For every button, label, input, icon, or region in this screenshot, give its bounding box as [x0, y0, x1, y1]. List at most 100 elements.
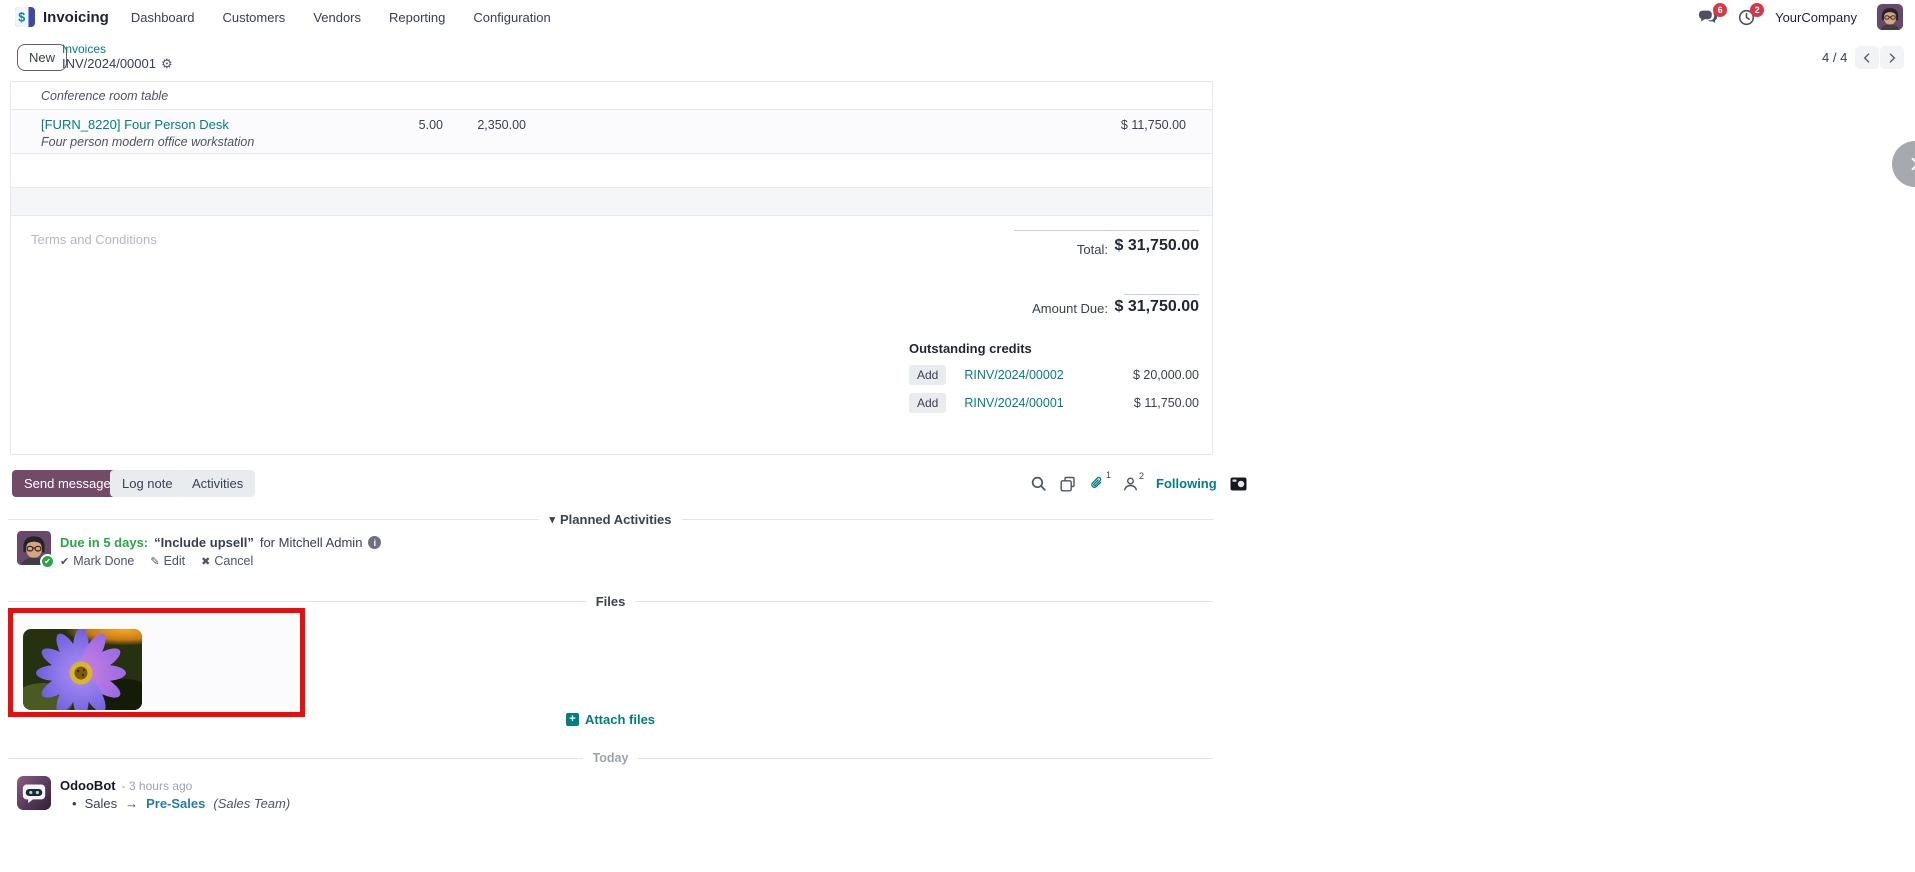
following-toggle[interactable]: Following	[1156, 476, 1217, 491]
quantity-cell[interactable]: 5.00	[418, 118, 443, 132]
divider-line	[8, 519, 540, 520]
today-label: Today	[592, 751, 629, 765]
attachment-image-thumbnail[interactable]	[23, 629, 142, 710]
odoobot-avatar-image	[17, 776, 51, 810]
menu-configuration[interactable]: Configuration	[473, 9, 551, 25]
activity-assignee: for Mitchell Admin	[259, 535, 363, 550]
invoice-line-row[interactable]: [FURN_8220] Four Person Desk Four person…	[11, 110, 1212, 154]
tracking-old-value: Sales	[84, 796, 118, 811]
paperclip-icon	[1091, 476, 1102, 488]
activity-actions: ✔ Mark Done ✎ Edit ✖ Cancel	[60, 554, 253, 568]
arrow-right-icon: →	[125, 796, 139, 811]
planned-activities-header[interactable]: ▾ Planned Activities	[549, 512, 671, 527]
messages-badge: 6	[1713, 3, 1728, 17]
total-value: $ 31,750.00	[1114, 237, 1199, 254]
message-timestamp: - 3 hours ago	[121, 779, 193, 793]
chevron-down-icon[interactable]: ▾	[549, 514, 556, 526]
user-avatar-image	[1877, 4, 1903, 30]
chevron-right-icon	[1889, 52, 1896, 63]
pager-next-button[interactable]	[1880, 46, 1904, 69]
mark-done-button[interactable]: ✔ Mark Done	[60, 554, 134, 568]
divider-line	[8, 757, 583, 759]
divider-line	[8, 601, 586, 602]
x-icon: ✖	[201, 555, 211, 568]
search-messages-button[interactable]	[1030, 475, 1047, 492]
edit-activity-button[interactable]: ✎ Edit	[150, 554, 185, 568]
side-panel-toggle-button[interactable]	[1892, 141, 1915, 187]
person-icon	[1124, 477, 1137, 491]
menu-vendors[interactable]: Vendors	[313, 9, 362, 25]
activities-systray-button[interactable]: 2	[1738, 2, 1765, 26]
attach-files-label: Attach files	[584, 712, 656, 727]
chatter-toolbar: 1 2 Following	[1030, 470, 1247, 497]
credit-note-link[interactable]: RINV/2024/00002	[964, 368, 1064, 382]
follower-avatar-button[interactable]	[1230, 477, 1247, 491]
messages-systray-button[interactable]: 6	[1698, 3, 1728, 25]
amount-due-value: $ 31,750.00	[1114, 298, 1199, 315]
breadcrumb-current-record: INV/2024/00001	[62, 56, 156, 71]
pencil-icon: ✎	[150, 555, 160, 568]
line-description[interactable]: Four person modern office workstation	[41, 135, 255, 149]
user-menu-avatar[interactable]	[1877, 4, 1903, 30]
divider-line	[681, 519, 1213, 520]
edit-label: Edit	[163, 554, 186, 568]
search-icon	[1031, 476, 1046, 491]
credit-amount: $ 20,000.00	[1132, 368, 1199, 382]
message-author[interactable]: OdooBot	[60, 778, 116, 793]
pager-count: 4 / 4	[1822, 50, 1848, 65]
line-description[interactable]: Conference room table	[41, 88, 169, 103]
invoice-line-row[interactable]: Conference room table	[11, 82, 1212, 110]
follower-thumbnail-icon	[1230, 477, 1247, 490]
outstanding-credit-row: Add RINV/2024/00001 $ 11,750.00	[909, 391, 1199, 415]
gear-icon[interactable]: ⚙	[160, 56, 173, 71]
followers-button[interactable]: 2	[1123, 471, 1144, 492]
today-divider: Today	[8, 751, 1214, 765]
planned-activities-title: Planned Activities	[560, 512, 672, 527]
invoicing-app-icon[interactable]: $	[15, 7, 35, 27]
attach-files-button[interactable]: + Attach files	[8, 712, 1213, 727]
credit-note-link[interactable]: RINV/2024/00001	[964, 396, 1064, 410]
tracking-value-line: • Sales → Pre-Sales (Sales Team)	[72, 796, 290, 811]
menu-customers[interactable]: Customers	[222, 9, 286, 25]
attachments-button[interactable]: 1	[1089, 470, 1111, 492]
activity-assignee-avatar: ✔	[17, 531, 55, 569]
add-credit-button[interactable]: Add	[909, 393, 947, 413]
empty-line-row[interactable]	[11, 188, 1212, 216]
new-button[interactable]: New	[17, 44, 68, 71]
activity-summary: “Include upsell”	[154, 535, 254, 550]
menu-dashboard[interactable]: Dashboard	[130, 9, 195, 25]
empty-line-row[interactable]	[11, 154, 1212, 188]
activities-button[interactable]: Activities	[180, 470, 256, 497]
tracking-new-value[interactable]: Pre-Sales	[146, 796, 206, 811]
unit-price-cell[interactable]: 2,350.00	[477, 118, 526, 132]
divider-line	[638, 757, 1214, 759]
clock-icon	[1738, 9, 1755, 25]
main-menu: Dashboard Customers Vendors Reporting Co…	[131, 10, 551, 25]
send-message-button[interactable]: Send message	[12, 470, 123, 497]
app-name[interactable]: Invoicing	[43, 8, 109, 26]
flower-photo	[23, 629, 142, 710]
expand-panel-button[interactable]	[1060, 476, 1076, 492]
chevron-right-icon	[1911, 157, 1915, 171]
product-link[interactable]: [FURN_8220] Four Person Desk	[41, 117, 229, 132]
log-note-button[interactable]: Log note	[110, 470, 185, 497]
breadcrumb-invoices-link[interactable]: Invoices	[62, 42, 107, 56]
planned-activities-divider: ▾ Planned Activities	[8, 512, 1213, 527]
company-switcher[interactable]: YourCompany	[1775, 9, 1857, 25]
menu-reporting[interactable]: Reporting	[389, 9, 446, 25]
bullet-icon: •	[72, 796, 77, 811]
mark-done-label: Mark Done	[73, 554, 135, 568]
follower-count: 2	[1139, 470, 1145, 481]
breadcrumb: INV/2024/00001 ⚙	[62, 56, 173, 71]
add-credit-button[interactable]: Add	[909, 365, 947, 385]
cancel-activity-button[interactable]: ✖ Cancel	[201, 554, 253, 568]
svg-text:$: $	[18, 11, 25, 25]
message-header: OdooBot - 3 hours ago	[60, 778, 192, 793]
activity-summary-line: Due in 5 days: “Include upsell” for Mitc…	[60, 535, 382, 550]
pager-previous-button[interactable]	[1855, 46, 1879, 69]
info-icon[interactable]: i	[368, 536, 382, 549]
files-divider: Files	[8, 594, 1213, 609]
message-author-avatar	[17, 776, 51, 810]
terms-and-conditions-field[interactable]: Terms and Conditions	[31, 232, 157, 247]
chat-bubbles-icon	[1699, 10, 1718, 23]
